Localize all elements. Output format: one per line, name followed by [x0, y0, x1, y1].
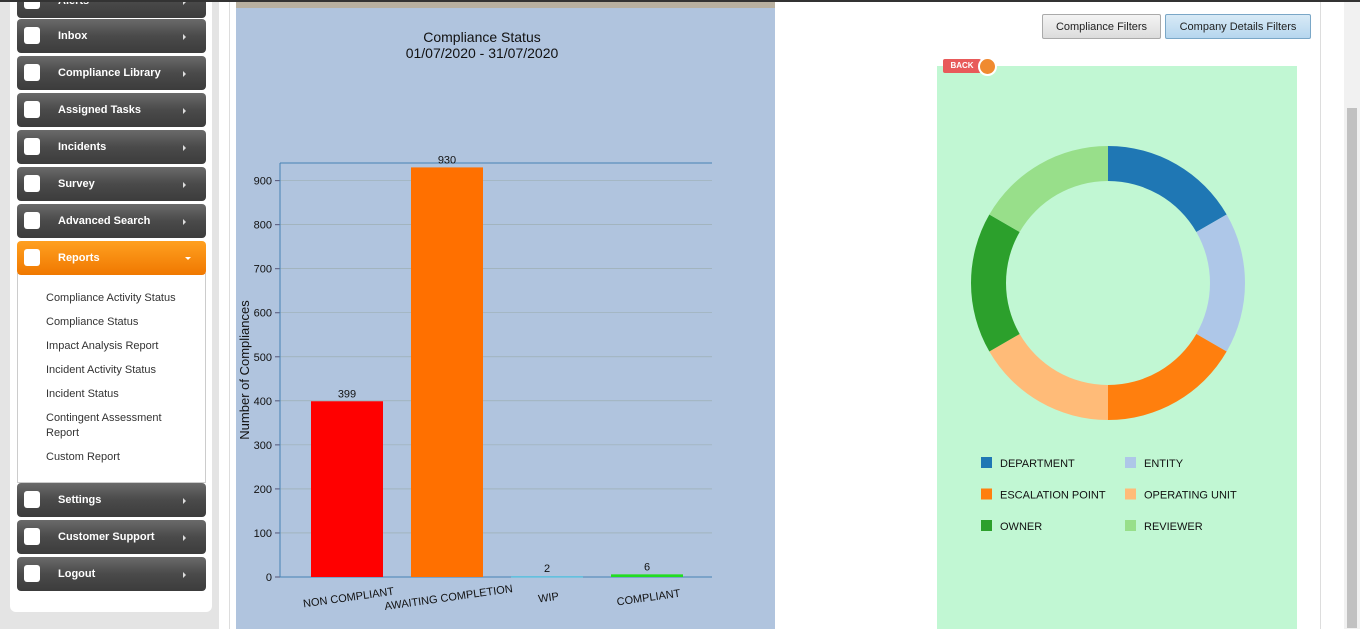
submenu-link[interactable]: Custom Report — [46, 451, 120, 463]
bar — [411, 167, 483, 578]
y-tick-label: 0 — [266, 572, 272, 584]
legend-label: ESCALATION POINT — [1000, 490, 1106, 502]
nav-item[interactable]: Advanced Search — [17, 204, 206, 238]
legend-swatch — [1125, 457, 1136, 468]
y-tick-label: 800 — [254, 220, 272, 232]
y-axis-label: Number of Compliances — [237, 300, 252, 440]
top-border — [0, 0, 1360, 2]
y-tick-label: 500 — [254, 352, 272, 364]
submenu-link[interactable]: Contingent Assessment Report — [46, 412, 162, 439]
nav-icon — [24, 565, 40, 582]
button[interactable]: Company Details Filters — [1165, 14, 1311, 39]
nav-item[interactable]: Customer Support — [17, 520, 206, 554]
x-tick-label: WIP — [537, 591, 559, 606]
y-tick-label: 600 — [254, 308, 272, 320]
legend-label: OWNER — [1000, 521, 1042, 533]
chart-subtitle: 01/07/2020 - 31/07/2020 — [406, 45, 559, 61]
y-tick-label: 300 — [254, 440, 272, 452]
submenu-link[interactable]: Impact Analysis Report — [46, 340, 159, 352]
nav-item[interactable]: Incidents — [17, 130, 206, 164]
nav-icon — [24, 64, 40, 81]
x-tick-label: COMPLIANT — [616, 588, 681, 609]
nav-item[interactable]: Settings — [17, 483, 206, 517]
nav-item[interactable]: Inbox — [17, 19, 206, 53]
nav-icon — [24, 0, 40, 9]
nav-item[interactable]: Alerts — [17, 0, 206, 18]
nav-icon — [24, 101, 40, 118]
nav-icon — [24, 175, 40, 192]
y-tick-label: 100 — [254, 528, 272, 540]
legend-label: DEPARTMENT — [1000, 458, 1075, 470]
nav-item[interactable]: Assigned Tasks — [17, 93, 206, 127]
nav-icon — [24, 138, 40, 155]
divider — [1320, 0, 1321, 629]
legend-label: REVIEWER — [1144, 521, 1203, 533]
nav-icon — [24, 491, 40, 508]
panel-strip — [236, 0, 775, 8]
legend-swatch — [1125, 520, 1136, 531]
nav-item[interactable]: Logout — [17, 557, 206, 591]
donut-slice — [970, 214, 1020, 352]
legend-label: OPERATING UNIT — [1144, 490, 1237, 502]
donut-slice — [989, 334, 1108, 420]
chart-title: Compliance Status — [423, 29, 541, 45]
legend-swatch — [981, 520, 992, 531]
donut-slice — [989, 146, 1108, 232]
nav-icon — [24, 528, 40, 545]
bar — [511, 576, 583, 578]
value-label: 930 — [438, 154, 456, 166]
back-icon[interactable] — [978, 57, 997, 76]
donut-slice — [1196, 214, 1246, 352]
legend-swatch — [1125, 488, 1136, 500]
nav-icon — [24, 249, 40, 266]
legend-label: ENTITY — [1144, 458, 1184, 470]
bar — [611, 574, 683, 577]
value-label: 399 — [338, 388, 356, 400]
nav-icon — [24, 27, 40, 44]
legend-swatch — [981, 488, 992, 500]
y-tick-label: 200 — [254, 484, 272, 496]
submenu-panel — [17, 273, 206, 483]
value-label: 6 — [644, 561, 650, 573]
divider — [229, 0, 230, 629]
submenu-link[interactable]: Incident Activity Status — [46, 364, 157, 376]
value-label: 2 — [544, 563, 550, 575]
x-tick-label: AWAITING COMPLETION — [384, 583, 514, 613]
y-tick-label: 400 — [254, 396, 272, 408]
nav-item[interactable]: Reports — [17, 241, 206, 275]
nav-item[interactable]: Compliance Library — [17, 56, 206, 90]
legend-swatch — [981, 457, 992, 468]
y-tick-label: 700 — [254, 264, 272, 276]
submenu-link[interactable]: Incident Status — [46, 388, 119, 400]
nav-icon — [24, 212, 40, 229]
y-tick-label: 900 — [254, 176, 272, 188]
submenu-link[interactable]: Compliance Activity Status — [46, 292, 176, 304]
donut-slice — [1108, 334, 1227, 420]
scroll-thumb[interactable] — [1347, 108, 1357, 628]
back-button[interactable]: BACK — [943, 59, 981, 73]
submenu-link[interactable]: Compliance Status — [46, 316, 139, 328]
nav-item[interactable]: Survey — [17, 167, 206, 201]
button[interactable]: Compliance Filters — [1042, 14, 1161, 39]
x-tick-label: NON COMPLIANT — [302, 586, 395, 611]
donut-slice — [1108, 146, 1227, 232]
bar — [311, 401, 383, 577]
